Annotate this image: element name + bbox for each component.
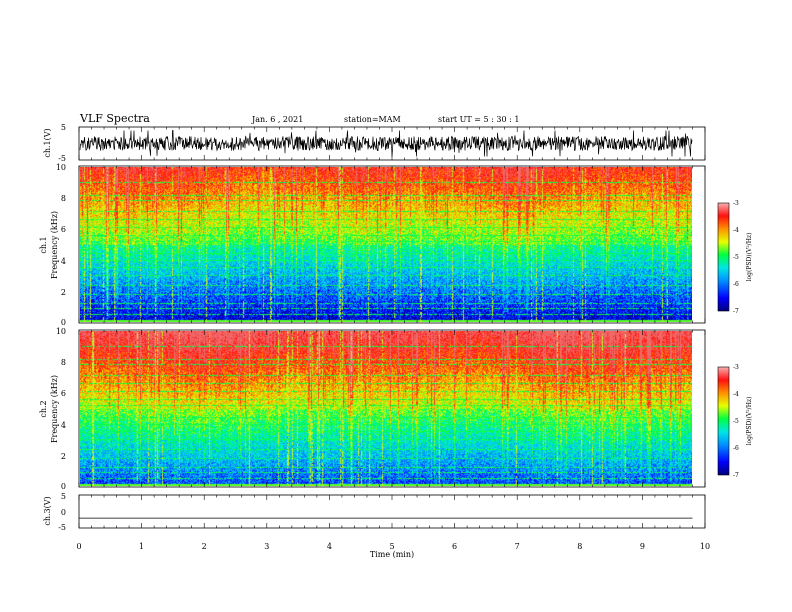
x-tick-label-2: 2 [202, 542, 207, 551]
ch1-ytick-5: 5 [61, 123, 66, 132]
x-tick-label-4: 4 [327, 542, 332, 551]
ch1-waveform-trace [79, 130, 693, 157]
ch1-colorbar [717, 202, 730, 312]
ch1-ytick-6: 6 [61, 225, 66, 234]
ch1-spectrogram-panel: 0 2 4 6 8 10 ch.1 Frequency (kHz) -3 -4 … [39, 163, 753, 327]
ch2-ytick-10: 10 [56, 327, 66, 336]
x-tick-label-8: 8 [577, 542, 582, 551]
ch2-channel-label: ch.2 [39, 400, 48, 417]
ch2-ytick-8: 8 [61, 358, 66, 367]
ch1-cbtick-neg5: -5 [733, 254, 739, 261]
x-tick-label-7: 7 [515, 542, 520, 551]
ch2-ytick-6: 6 [61, 389, 66, 398]
ch1-waveform-panel: 5 -5 ch.1(V) [43, 123, 706, 163]
ch1-ytick-10: 10 [56, 163, 66, 172]
ch3-ytick-0: 0 [61, 508, 66, 517]
ch2-ytick-2: 2 [61, 452, 66, 461]
ch1-cbtick-neg7: -7 [733, 308, 739, 315]
x-tick-label-10: 10 [700, 542, 710, 551]
figure-title: VLF Spectra [79, 112, 150, 125]
x-tick-label-9: 9 [640, 542, 645, 551]
ch1-ytick-neg5: -5 [58, 154, 66, 163]
x-tick-label-1: 1 [139, 542, 144, 551]
ch1-ytick-0: 0 [61, 318, 66, 327]
ch2-spectrogram-panel: 0 2 4 6 8 10 ch.2 Frequency (kHz) -3 -4 … [39, 327, 753, 491]
ch2-spectrogram-image [80, 331, 692, 486]
start-time-label: start UT = 5 : 30 : 1 [438, 115, 519, 124]
ch1-cbtick-neg4: -4 [733, 227, 739, 234]
ch2-colorbar [717, 366, 730, 476]
x-tick-label-3: 3 [264, 542, 269, 551]
ch1-spectrogram-image [80, 167, 692, 322]
ch3-waveform-ylabel: ch.3(V) [43, 496, 52, 525]
ch2-colorbar-label: log(PSD)(V²/Hz) [746, 397, 753, 446]
ch1-ytick-4: 4 [61, 257, 66, 266]
ch2-cbtick-neg7: -7 [733, 472, 739, 479]
ch3-waveform-panel: 5 0 -5 ch.3(V) [43, 492, 706, 532]
ch2-cbtick-neg4: -4 [733, 391, 739, 398]
ch3-ytick-5: 5 [61, 492, 66, 501]
time-axis-label: Time (min) [370, 550, 414, 559]
ch2-ytick-0: 0 [61, 482, 66, 491]
x-tick-label-6: 6 [452, 542, 457, 551]
ch2-ytick-4: 4 [61, 421, 66, 430]
ch1-ytick-8: 8 [61, 194, 66, 203]
x-tick-label-0: 0 [76, 542, 81, 551]
ch3-ytick-neg5: -5 [58, 523, 66, 532]
time-axis-tick-labels: 0 1 2 3 4 5 6 7 8 9 10 [76, 542, 710, 551]
ch1-waveform-ylabel: ch.1(V) [43, 128, 52, 157]
ch1-channel-label: ch.1 [39, 236, 48, 253]
station-label: station=MAM [344, 115, 401, 124]
date-label: Jan. 6 , 2021 [251, 115, 303, 124]
ch1-colorbar-label: log(PSD)(V²/Hz) [746, 233, 753, 282]
ch1-cbtick-neg6: -6 [733, 281, 739, 288]
ch1-frequency-ylabel: Frequency (kHz) [50, 211, 59, 279]
ch1-ytick-2: 2 [61, 288, 66, 297]
x-tick-label-5: 5 [389, 542, 394, 551]
ch2-cbtick-neg6: -6 [733, 445, 739, 452]
ch2-frequency-ylabel: Frequency (kHz) [50, 375, 59, 443]
ch1-cbtick-neg3: -3 [733, 200, 739, 207]
ch2-cbtick-neg5: -5 [733, 418, 739, 425]
ch2-cbtick-neg3: -3 [733, 364, 739, 371]
